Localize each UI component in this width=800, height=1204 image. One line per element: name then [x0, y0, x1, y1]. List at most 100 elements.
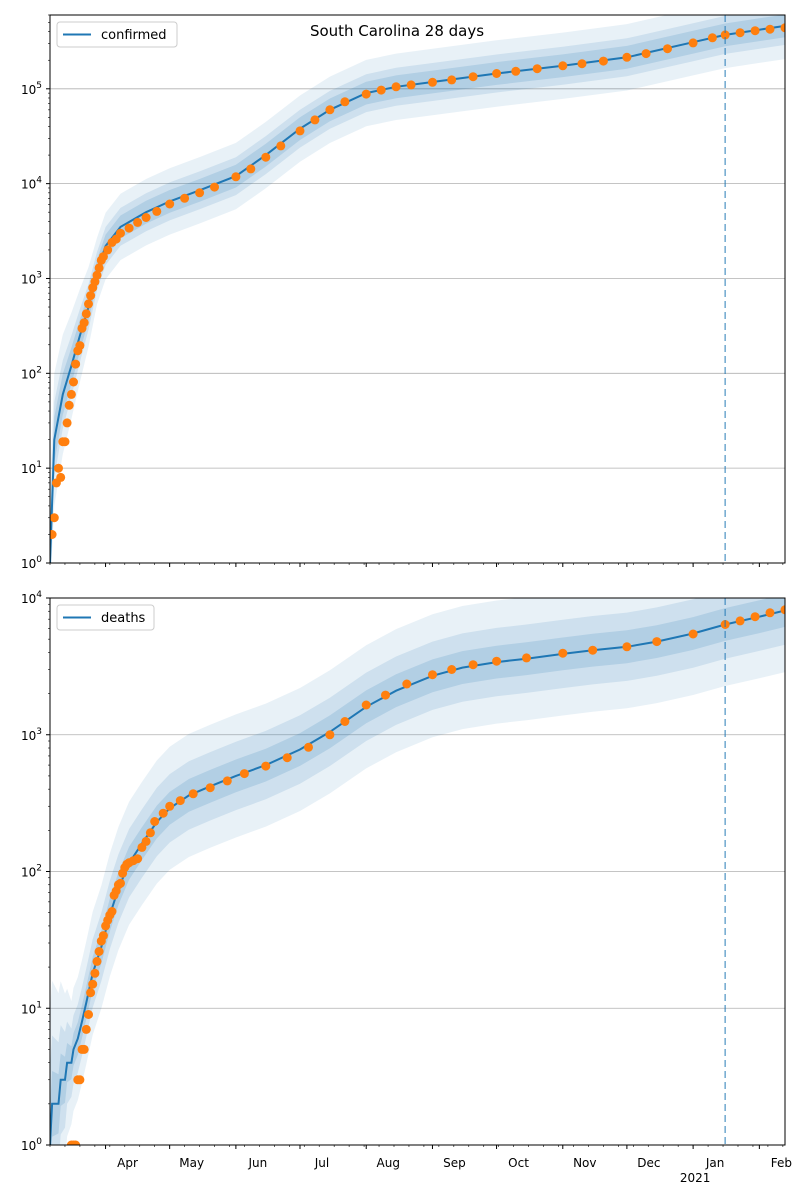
- observed-point: [81, 309, 91, 319]
- observed-point: [765, 24, 775, 34]
- x-tick-label: Apr: [117, 1156, 138, 1170]
- y-tick-label: 103: [21, 270, 42, 286]
- observed-point: [210, 182, 219, 192]
- x-tick-label: Jul: [314, 1156, 329, 1170]
- observed-point: [133, 217, 143, 227]
- observed-point: [92, 270, 102, 280]
- y-tick-label: 100: [21, 555, 42, 571]
- observed-point: [492, 656, 502, 666]
- observed-point: [325, 105, 335, 115]
- observed-point: [780, 605, 785, 615]
- observed-point: [276, 141, 286, 151]
- axes-frame: [49, 14, 786, 564]
- x-tick-label: May: [179, 1156, 204, 1170]
- observed-point: [141, 213, 151, 222]
- observed-point: [340, 717, 350, 726]
- chart-title: South Carolina 28 days: [310, 22, 484, 40]
- x-tick-label: Jan: [705, 1156, 725, 1170]
- observed-point: [66, 389, 76, 399]
- y-tick-label: 104: [21, 176, 42, 192]
- observed-point: [195, 188, 205, 198]
- observed-point: [79, 1044, 89, 1054]
- x-tick-label: Oct: [508, 1156, 529, 1170]
- observed-point: [447, 665, 457, 674]
- x-tick-label: Nov: [573, 1156, 596, 1170]
- legend-box: [56, 604, 155, 631]
- observed-point: [361, 700, 371, 710]
- observed-point: [98, 931, 108, 941]
- observed-point: [205, 783, 215, 793]
- observed-point: [246, 164, 256, 174]
- observed-point: [282, 753, 292, 763]
- observed-point: [94, 947, 104, 956]
- observed-point: [103, 245, 113, 255]
- observed-point: [522, 653, 531, 663]
- x-tick-label: Aug: [377, 1156, 400, 1170]
- observed-point: [98, 252, 108, 262]
- observed-point: [622, 642, 632, 652]
- legend: confirmed: [56, 21, 178, 48]
- observed-point: [150, 817, 160, 826]
- deaths-panel: 100 101 102 103 104 Apr May Jun Jul Aug Sep Oct Nov D…: [21, 590, 792, 1185]
- observed-point: [71, 359, 81, 369]
- observed-point: [532, 64, 542, 74]
- observed-point: [428, 77, 437, 87]
- observed-point: [750, 26, 760, 36]
- observed-point: [558, 648, 568, 658]
- observed-point: [81, 1024, 91, 1034]
- y-tick-label: 102: [21, 365, 42, 381]
- observed-point: [75, 1075, 85, 1085]
- observed-point: [239, 769, 249, 779]
- legend-label: deaths: [101, 611, 146, 626]
- y-tick-label: 101: [21, 1000, 42, 1016]
- observed-point: [69, 377, 78, 387]
- observed-point: [62, 418, 72, 428]
- observed-point: [88, 979, 98, 989]
- observed-point: [79, 318, 89, 328]
- observed-point: [641, 49, 651, 59]
- legend-label: confirmed: [101, 28, 167, 43]
- observed-point: [92, 956, 102, 966]
- plot-area: [50, 598, 785, 1145]
- observed-point: [325, 730, 335, 740]
- observed-point: [222, 776, 232, 786]
- observed-point: [447, 75, 457, 85]
- observed-point: [720, 30, 730, 40]
- observed-point: [588, 645, 598, 655]
- observed-point: [175, 796, 185, 806]
- observed-point: [468, 72, 478, 82]
- observed-point: [468, 660, 478, 670]
- observed-point: [141, 836, 151, 846]
- observed-point: [231, 172, 241, 182]
- observed-point: [152, 206, 162, 216]
- uncertainty-band: [50, 598, 785, 1145]
- observed-point: [492, 69, 502, 78]
- x-tick-label: Jun: [248, 1156, 268, 1170]
- observed-point: [261, 152, 271, 162]
- observed-point: [54, 463, 63, 473]
- y-tick-label: 105: [21, 81, 42, 97]
- observed-point: [428, 670, 437, 680]
- observed-point: [735, 616, 745, 626]
- observed-point: [50, 513, 59, 523]
- legend-box: [56, 21, 178, 48]
- observed-point: [84, 1010, 93, 1019]
- observed-point: [116, 228, 125, 238]
- observed-point: [158, 808, 168, 818]
- observed-point: [402, 679, 412, 689]
- observed-point: [116, 878, 125, 888]
- observed-point: [558, 61, 568, 71]
- x-year-label: 2021: [680, 1171, 711, 1185]
- y-tick-label: 102: [21, 864, 42, 880]
- x-tick-label: Feb: [771, 1156, 792, 1170]
- fit-line: [50, 609, 785, 1145]
- observed-point: [107, 907, 117, 916]
- uncertainty-band: [50, 598, 785, 1145]
- observed-point: [406, 80, 416, 90]
- observed-point: [577, 59, 587, 69]
- observed-point: [84, 299, 93, 309]
- observed-point: [180, 193, 190, 203]
- legend: deaths: [56, 604, 155, 631]
- observed-point: [735, 28, 745, 38]
- observed-point: [376, 85, 386, 95]
